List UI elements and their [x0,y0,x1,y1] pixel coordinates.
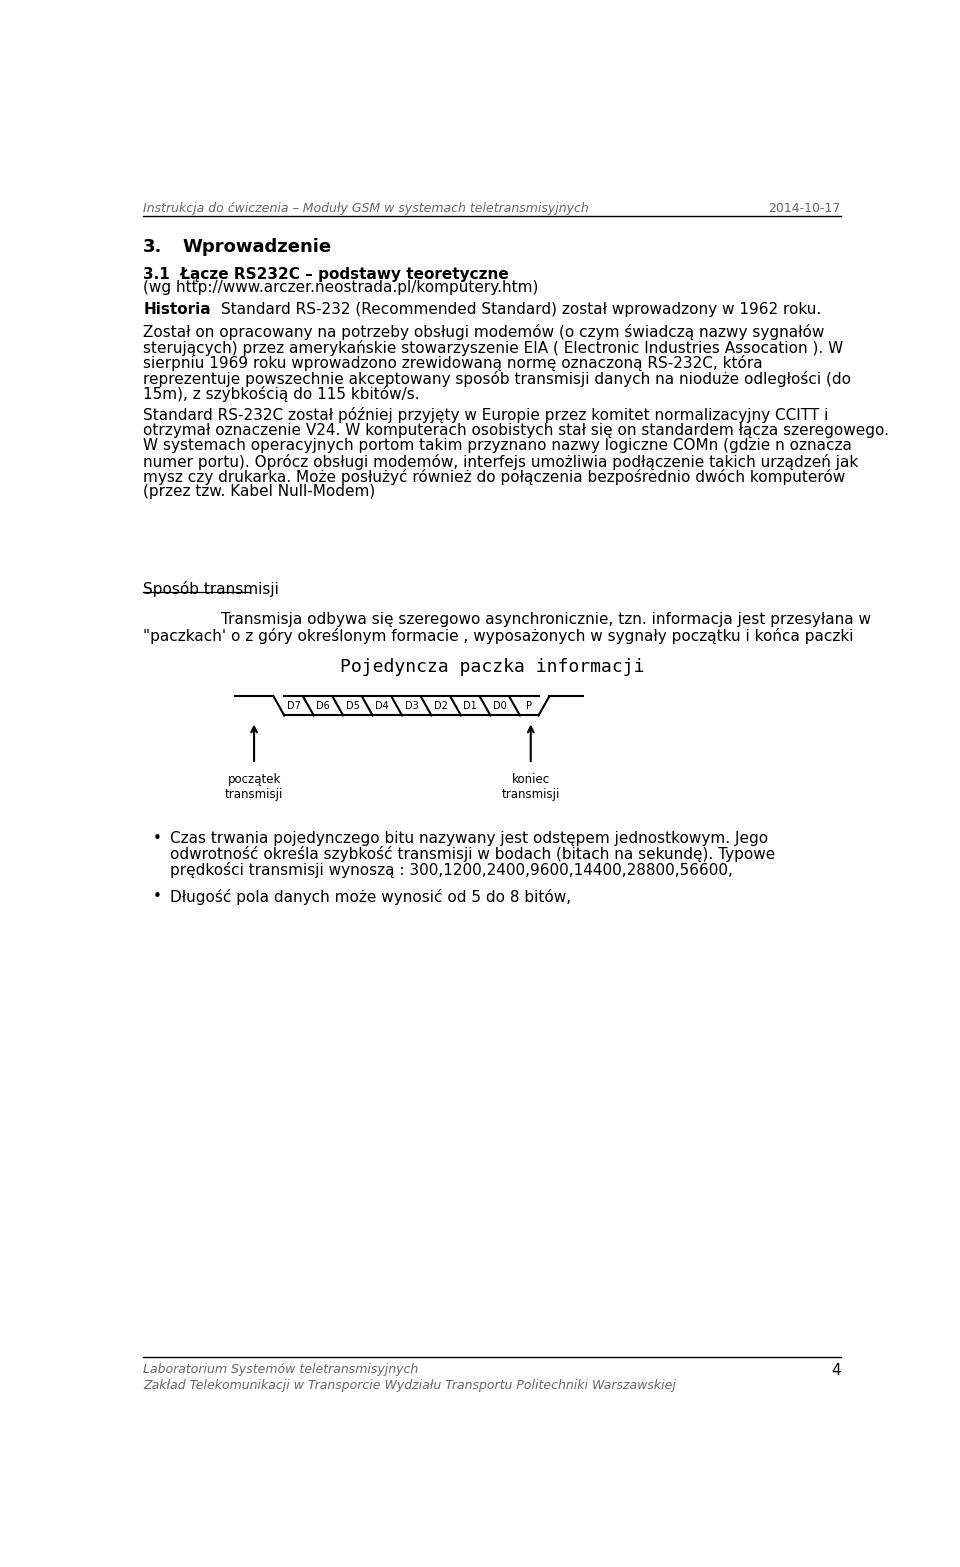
Text: D7: D7 [287,700,300,711]
Text: 4: 4 [831,1363,841,1377]
Text: (przez tzw. Kabel Null-Modem): (przez tzw. Kabel Null-Modem) [143,484,375,500]
Text: •: • [153,888,161,904]
Text: Wprowadzenie: Wprowadzenie [182,238,331,255]
Text: Instrukcja do ćwiczenia – Moduły GSM w systemach teletransmisyjnych: Instrukcja do ćwiczenia – Moduły GSM w s… [143,202,589,215]
Text: 3.: 3. [143,238,162,255]
Text: D2: D2 [434,700,447,711]
Text: mysz czy drukarka. Może posłużyć również do połączenia bezpośrednio dwóch komput: mysz czy drukarka. Może posłużyć również… [143,469,846,486]
Text: Standard RS-232 (Recommended Standard) został wprowadzony w 1962 roku.: Standard RS-232 (Recommended Standard) z… [221,302,821,317]
Text: prędkości transmisji wynoszą : 300,1200,2400,9600,14400,28800,56600,: prędkości transmisji wynoszą : 300,1200,… [170,862,733,878]
Text: D3: D3 [404,700,419,711]
Text: sierpniu 1969 roku wprowadzono zrewidowaną normę oznaczoną RS-232C, która: sierpniu 1969 roku wprowadzono zrewidowa… [143,356,763,371]
Text: odwrotność określa szybkość transmisji w bodach (bitach na sekundę). Typowe: odwrotność określa szybkość transmisji w… [170,846,776,862]
Text: "paczkach' o z góry określonym formacie , wyposażonych w sygnały początku i końc: "paczkach' o z góry określonym formacie … [143,628,853,644]
Text: Sposób transmisji: Sposób transmisji [143,581,279,597]
Text: początek
transmisji: początek transmisji [225,773,283,801]
Text: P: P [526,700,532,711]
Text: 2014-10-17: 2014-10-17 [768,202,841,215]
Text: W systemach operacyjnych portom takim przyznano nazwy logiczne COMn (gdzie n ozn: W systemach operacyjnych portom takim pr… [143,439,852,453]
Text: Pojedyncza paczka informacji: Pojedyncza paczka informacji [340,658,644,675]
Text: D4: D4 [375,700,389,711]
Text: Transmisja odbywa się szeregowo asynchronicznie, tzn. informacja jest przesyłana: Transmisja odbywa się szeregowo asynchro… [221,611,871,627]
Text: 15m), z szybkością do 115 kbitów/s.: 15m), z szybkością do 115 kbitów/s. [143,385,420,401]
Text: Został on opracowany na potrzeby obsługi modemów (o czym świadczą nazwy sygnałów: Został on opracowany na potrzeby obsługi… [143,324,825,340]
Text: sterujących) przez amerykańskie stowarzyszenie EIA ( Electronic Industries Assoc: sterujących) przez amerykańskie stowarzy… [143,340,844,356]
Text: D6: D6 [316,700,330,711]
Text: D5: D5 [346,700,359,711]
Text: Historia: Historia [143,302,211,317]
Text: koniec
transmisji: koniec transmisji [501,773,560,801]
Text: Standard RS-232C został później przyjęty w Europie przez komitet normalizacyjny : Standard RS-232C został później przyjęty… [143,407,828,423]
Text: 3.1  Łącze RS232C – podstawy teoretyczne: 3.1 Łącze RS232C – podstawy teoretyczne [143,268,509,282]
Text: numer portu). Oprócz obsługi modemów, interfejs umożliwia podłączenie takich urz: numer portu). Oprócz obsługi modemów, in… [143,454,858,470]
Text: D1: D1 [464,700,477,711]
Text: Czas trwania pojedynczego bitu nazywany jest odstępem jednostkowym. Jego: Czas trwania pojedynczego bitu nazywany … [170,831,769,846]
Text: Zakład Telekomunikacji w Transporcie Wydziału Transportu Politechniki Warszawski: Zakład Telekomunikacji w Transporcie Wyd… [143,1379,676,1391]
Text: otrzymał oznaczenie V24. W komputerach osobistych stał się on standardem łącza s: otrzymał oznaczenie V24. W komputerach o… [143,423,889,437]
Text: Laboratorium Systemów teletransmisyjnych: Laboratorium Systemów teletransmisyjnych [143,1363,419,1376]
Text: Długość pola danych może wynosić od 5 do 8 bitów,: Długość pola danych może wynosić od 5 do… [170,888,571,904]
Text: D0: D0 [492,700,507,711]
Text: •: • [153,831,161,846]
Text: reprezentuje powszechnie akceptowany sposób transmisji danych na nioduże odległo: reprezentuje powszechnie akceptowany spo… [143,370,852,387]
Text: (wg http://www.arczer.neostrada.pl/komputery.htm): (wg http://www.arczer.neostrada.pl/kompu… [143,280,539,296]
